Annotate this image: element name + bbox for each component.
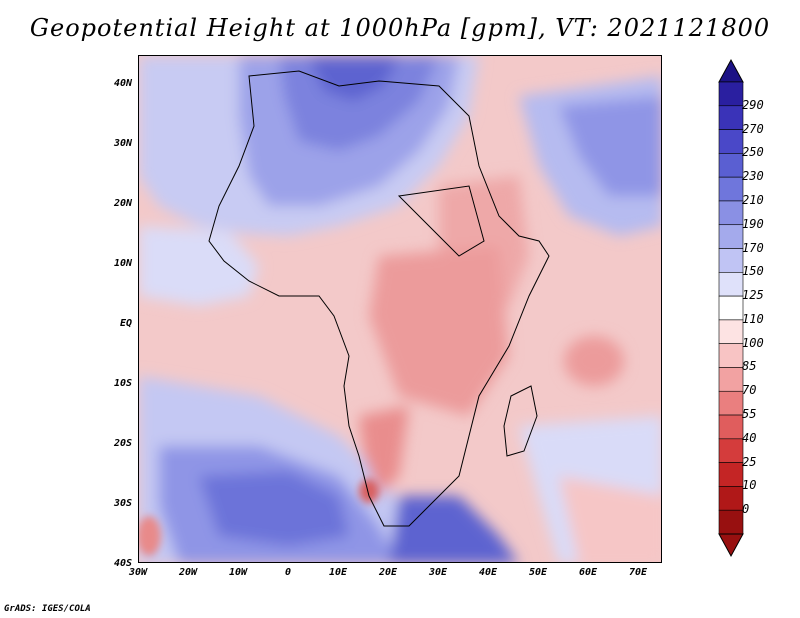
colorbar-swatch: [718, 129, 744, 154]
colorbar-swatch: [718, 462, 744, 487]
height-field-map: [139, 56, 661, 562]
colorbar-swatch: [718, 390, 744, 416]
lat-tick-label: 30S: [113, 498, 132, 509]
colorbar-label: 25: [742, 454, 757, 469]
colorbar-swatch: [718, 319, 744, 344]
colorbar: [718, 58, 744, 558]
colorbar-swatch: [718, 176, 744, 202]
lat-tick-label: 30N: [113, 138, 132, 149]
colorbar-swatch: [718, 509, 744, 535]
colorbar-bottom-arrow: [718, 533, 744, 558]
lon-tick-label: 70E: [628, 567, 648, 578]
coastlines: [208, 70, 550, 527]
lat-tick-label: 40N: [113, 78, 132, 89]
lon-tick-label: 30W: [128, 567, 148, 578]
colorbar-swatch: [718, 295, 744, 321]
colorbar-label: 125: [742, 288, 764, 303]
colorbar-swatch: [718, 272, 744, 297]
colorbar-label: 170: [742, 240, 764, 255]
lat-tick-label: 10N: [113, 258, 132, 269]
colorbar-swatch: [718, 224, 744, 249]
colorbar-label: 85: [742, 359, 757, 374]
colorbar-label: 290: [742, 97, 764, 112]
colorbar-label: 70: [742, 383, 757, 398]
colorbar-swatch: [718, 438, 744, 463]
colorbar-label: 100: [742, 335, 764, 350]
colorbar-swatch: [718, 105, 744, 130]
lat-tick-label: 40S: [113, 558, 132, 569]
lon-tick-label: 20E: [378, 567, 398, 578]
colorbar-label: 150: [742, 264, 764, 279]
lat-tick-label: 20S: [113, 438, 132, 449]
colorbar-swatch: [718, 414, 744, 440]
lon-tick-label: 40E: [478, 567, 498, 578]
colorbar-label: 55: [742, 407, 757, 422]
colorbar-swatch: [718, 248, 744, 273]
colorbar-label: 210: [742, 192, 764, 207]
lat-tick-label: 20N: [113, 198, 132, 209]
colorbar-label: 190: [742, 216, 764, 231]
credit-text: GrADS: IGES/COLA: [4, 604, 91, 614]
lat-tick-label: EQ: [119, 318, 132, 329]
colorbar-swatch: [718, 343, 744, 368]
lon-tick-label: 30E: [428, 567, 448, 578]
lon-tick-label: 50E: [528, 567, 548, 578]
map-panel: [138, 55, 662, 563]
lon-tick-label: 20W: [178, 567, 198, 578]
colorbar-label: 230: [742, 169, 764, 184]
colorbar-swatch: [718, 81, 744, 107]
lon-tick-label: 10W: [228, 567, 248, 578]
colorbar-swatch: [718, 486, 744, 511]
lon-tick-label: 0: [284, 567, 292, 578]
colorbar-label: 270: [742, 121, 764, 136]
colorbar-label: 10: [742, 478, 757, 493]
colorbar-swatch: [718, 200, 744, 226]
chart-title: Geopotential Height at 1000hPa [gpm], VT…: [29, 14, 771, 42]
colorbar-swatch: [718, 153, 744, 178]
colorbar-label: 250: [742, 145, 764, 160]
lon-tick-label: 10E: [328, 567, 348, 578]
colorbar-swatch: [718, 367, 744, 392]
colorbar-top-arrow: [718, 58, 744, 83]
lon-tick-label: 60E: [578, 567, 598, 578]
colorbar-label: 0: [742, 502, 750, 517]
colorbar-label: 110: [742, 311, 764, 326]
colorbar-label: 40: [742, 430, 757, 445]
lat-tick-label: 10S: [113, 378, 132, 389]
